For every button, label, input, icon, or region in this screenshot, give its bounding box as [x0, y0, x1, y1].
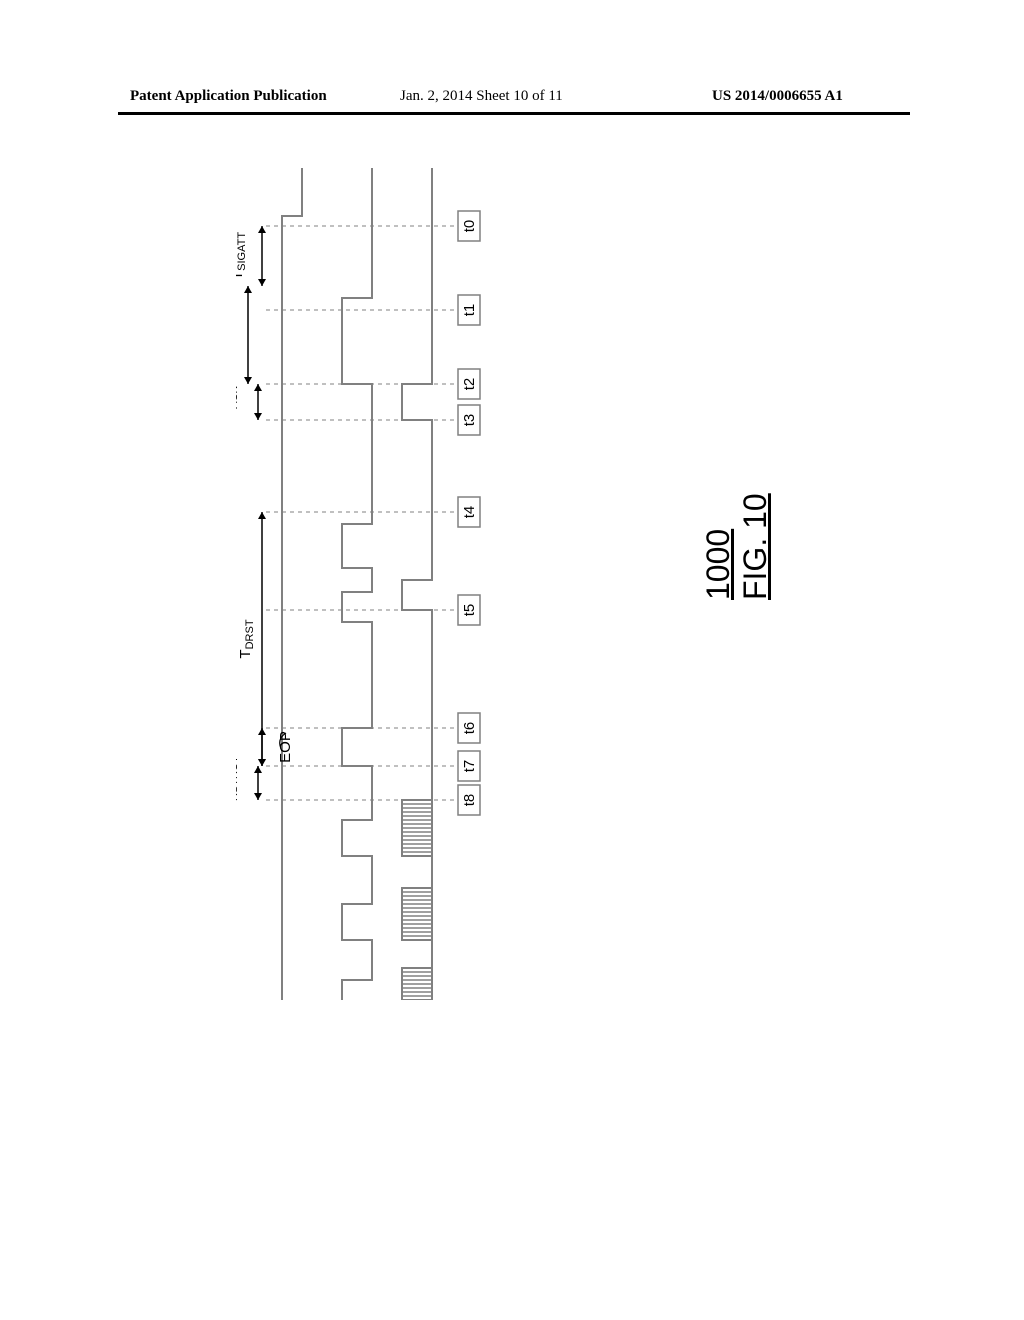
timing-svg: Power SupplyeD+eD-t0t1t2t3t4t5t6t7t8TSIG… [236, 168, 668, 1000]
svg-text:t0: t0 [461, 220, 478, 233]
header-rule [118, 112, 910, 115]
figure-label: 1000 FIG. 10 [700, 493, 774, 600]
timing-diagram: Power SupplyeD+eD-t0t1t2t3t4t5t6t7t8TSIG… [236, 168, 668, 1000]
svg-text:t2: t2 [461, 378, 478, 391]
svg-text:t1: t1 [461, 304, 478, 317]
figure-caption: FIG. 10 [737, 493, 773, 600]
header-center: Jan. 2, 2014 Sheet 10 of 11 [400, 88, 563, 105]
header-right: US 2014/0006655 A1 [712, 88, 843, 105]
svg-text:TRSTRCY: TRSTRCY [236, 755, 240, 810]
svg-text:t8: t8 [461, 794, 478, 807]
svg-text:EOP: EOP [277, 731, 294, 763]
svg-text:t6: t6 [461, 722, 478, 735]
svg-text:TSIGATT: TSIGATT [236, 232, 248, 280]
svg-text:t5: t5 [461, 604, 478, 617]
svg-text:t3: t3 [461, 414, 478, 427]
svg-text:t7: t7 [461, 760, 478, 773]
svg-text:t4: t4 [461, 506, 478, 519]
header-left: Patent Application Publication [130, 88, 327, 105]
page-header: Patent Application Publication Jan. 2, 2… [0, 88, 1024, 112]
figure-number: 1000 [700, 529, 736, 600]
svg-text:TDRST: TDRST [237, 619, 256, 658]
svg-text:TACK: TACK [236, 385, 240, 417]
